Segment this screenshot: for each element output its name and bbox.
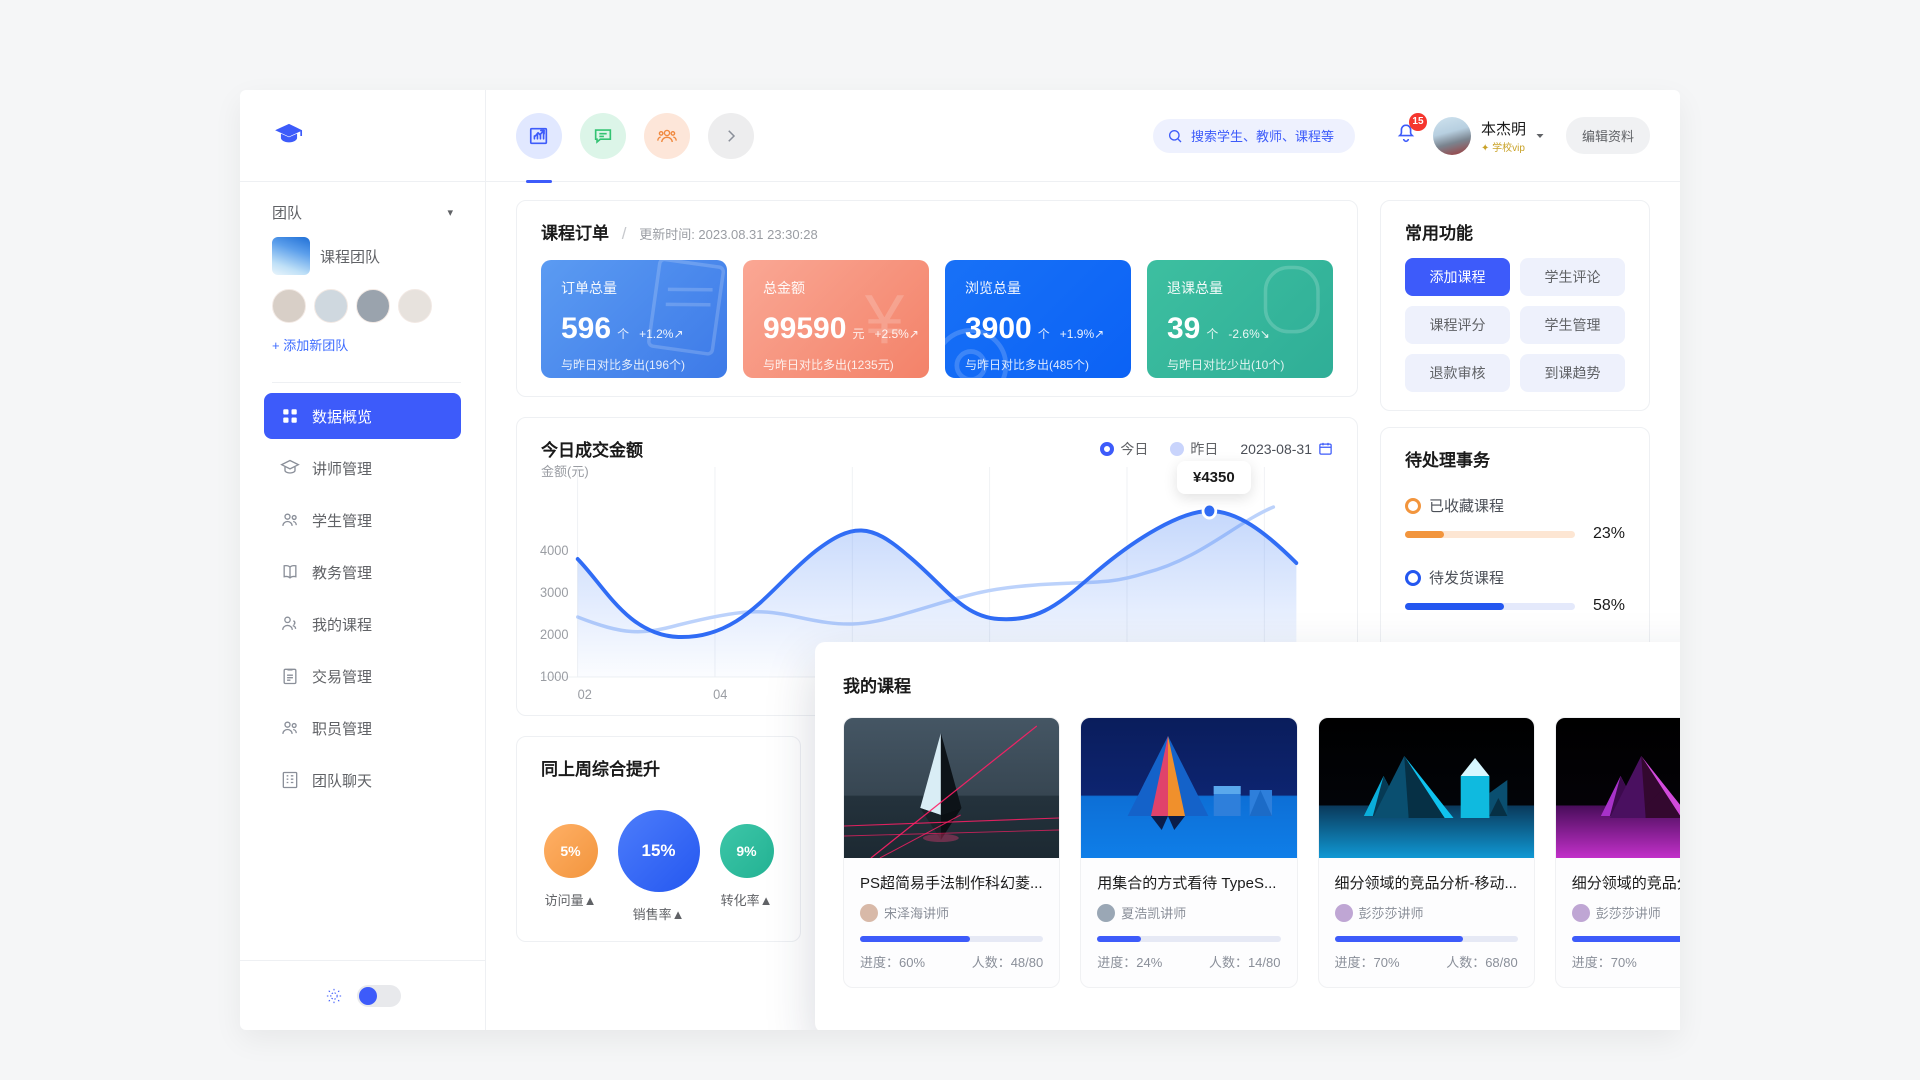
svg-text:3000: 3000: [540, 584, 568, 600]
svg-text:1000: 1000: [540, 668, 568, 684]
svg-text:2000: 2000: [540, 626, 568, 642]
svg-text:04: 04: [713, 686, 728, 702]
svg-text:4000: 4000: [540, 542, 568, 558]
svg-text:02: 02: [578, 686, 592, 702]
